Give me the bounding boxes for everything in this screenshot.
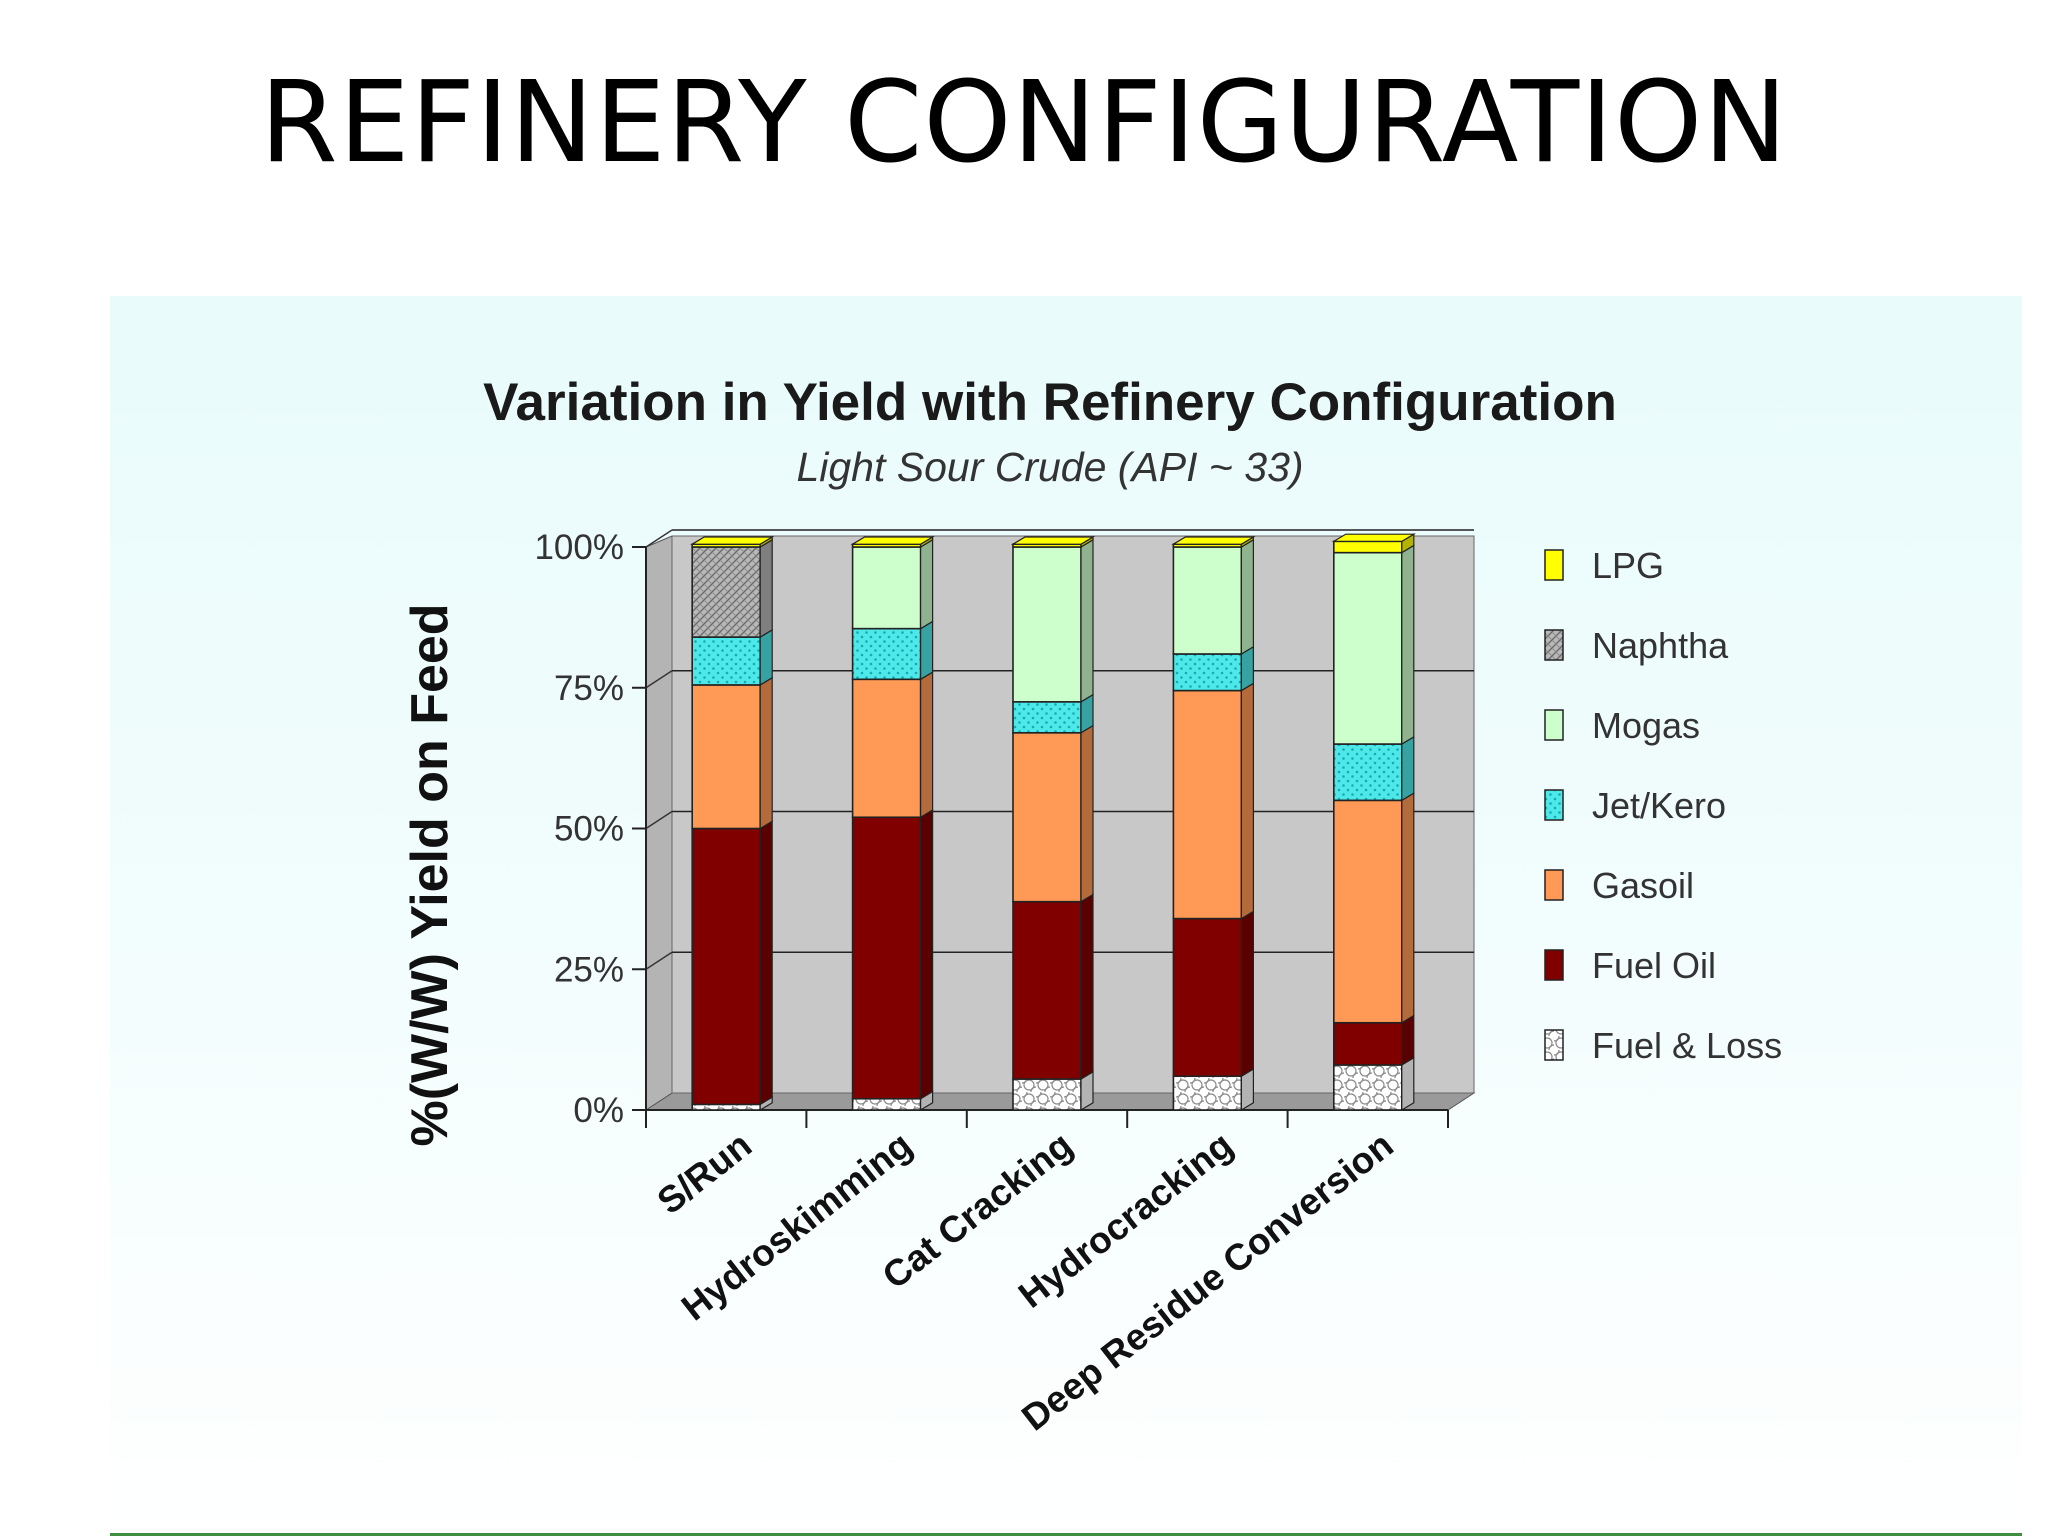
y-tick-label: 25% [554, 950, 624, 989]
bar-segment [1172, 1075, 1243, 1111]
bar-segment-side [759, 676, 773, 830]
gridline-side [645, 529, 673, 548]
legend-swatch [1544, 869, 1564, 901]
legend-item: Mogas [1544, 705, 1700, 746]
legend-item: Gasoil [1544, 865, 1694, 906]
bar-segment [1172, 653, 1243, 692]
bar-segment [691, 546, 762, 638]
legend-label: Gasoil [1592, 865, 1694, 906]
bar-segment [1333, 1021, 1403, 1066]
y-tick-label: 100% [534, 528, 624, 567]
bar-segment [1333, 1064, 1403, 1111]
legend-swatch [1544, 629, 1564, 661]
chart-title: Variation in Yield with Refinery Configu… [483, 373, 1617, 432]
bar-segment-side [1401, 544, 1415, 746]
bar-segment [851, 1097, 922, 1111]
bar-top-cap [1010, 536, 1096, 545]
bar-segment [1012, 900, 1082, 1080]
bar-segment [851, 627, 922, 681]
bar-top-cap [1171, 536, 1256, 545]
bar-segment-side [1080, 893, 1094, 1081]
y-axis-label: %(W/W) Yield on Feed [401, 603, 459, 1146]
legend-swatch [1544, 949, 1564, 981]
bar-segment-side [1401, 735, 1415, 802]
legend-label: Fuel & Loss [1592, 1025, 1782, 1066]
bar-segment-side [919, 671, 934, 819]
bar-segment [691, 684, 762, 830]
bar-segment [1333, 551, 1403, 745]
gridline-side [645, 810, 673, 830]
bar-segment-side [919, 808, 934, 1100]
legend-label: Jet/Kero [1592, 785, 1726, 826]
bar-segment [691, 636, 762, 686]
legend-swatch [1544, 789, 1564, 821]
bar-segment [691, 827, 762, 1106]
bar-segment-side [1401, 1056, 1415, 1112]
bar-top-cap [1331, 533, 1416, 542]
y-tick-label: 50% [554, 810, 624, 849]
bar-segment-side [1240, 910, 1255, 1078]
panel-divider [110, 1533, 2022, 1536]
bar-segment-side [1080, 538, 1094, 703]
bar-segment [691, 1103, 762, 1111]
bar-segment-side [759, 538, 773, 639]
bar-segment-side [759, 628, 773, 686]
bar-segment-side [919, 538, 934, 630]
bars [690, 533, 1416, 1112]
bar-top-cap [690, 536, 775, 545]
y-tick-label: 0% [573, 1091, 624, 1130]
legend-swatch [1544, 1029, 1564, 1061]
bar-segment-side [1401, 792, 1415, 1024]
bar-segment [1333, 799, 1403, 1024]
bar-segment-side [1240, 682, 1255, 920]
bar-segment [1172, 689, 1243, 920]
legend-item: Naphtha [1544, 625, 1729, 666]
y-tick-label: 75% [554, 669, 624, 708]
legend-label: Naphtha [1592, 625, 1729, 666]
gridline-side [645, 670, 673, 689]
bar-segment-side [759, 820, 773, 1106]
legend-swatch [1544, 549, 1564, 581]
legend-item: LPG [1544, 545, 1664, 586]
bar-segment-side [919, 620, 934, 681]
chart-subtitle: Light Sour Crude (API ~ 33) [796, 444, 1303, 490]
bar-segment [1012, 731, 1082, 903]
gridline-side [645, 951, 673, 970]
bar-segment [851, 678, 922, 819]
bar-segment-side [1401, 1014, 1415, 1067]
bar-top-cap [850, 536, 935, 545]
bar-segment [851, 546, 922, 630]
plot-side-wall [645, 535, 673, 1111]
y-axis: 0% 25% 50% 75% 100% [534, 528, 1448, 1130]
bar-segment [1172, 917, 1243, 1078]
legend-item: Jet/Kero [1544, 785, 1726, 826]
legend-swatch [1544, 709, 1564, 741]
legend-item: Fuel & Loss [1544, 1025, 1782, 1066]
bar-segment [1012, 1078, 1082, 1111]
bar-segment [1333, 743, 1403, 802]
bar-segment-side [1080, 724, 1094, 903]
legend-item: Fuel Oil [1544, 945, 1716, 986]
bar-segment [1172, 546, 1243, 655]
legend-label: Mogas [1592, 705, 1700, 746]
bar-segment [1333, 540, 1403, 554]
legend-label: LPG [1592, 545, 1664, 586]
legend-label: Fuel Oil [1592, 945, 1716, 986]
legend: LPG Naphtha Mogas Jet/Kero Gasoil Fuel Oil Fue… [1544, 545, 1782, 1066]
bar-segment [1012, 546, 1082, 703]
bar-segment-side [1240, 538, 1255, 656]
x-category-label: S/Run [650, 1124, 759, 1222]
slide-title: REFINERY CONFIGURATION [259, 58, 1789, 188]
bar-segment [1012, 701, 1082, 734]
bar-segment [851, 816, 922, 1100]
